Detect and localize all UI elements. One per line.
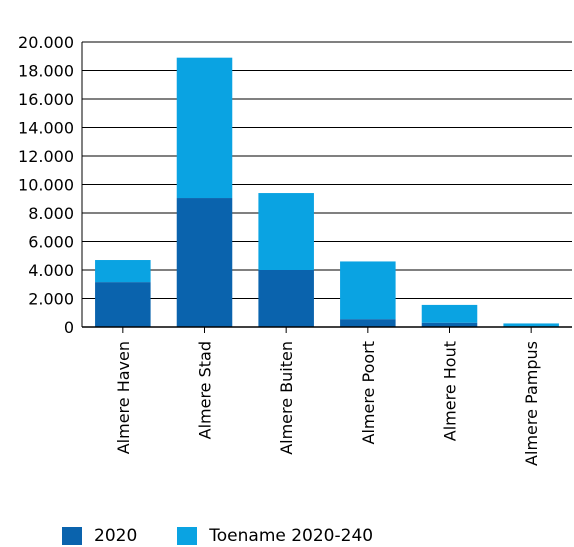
x-tick-label: Almere Stad xyxy=(196,341,215,439)
bar-toename-2 xyxy=(258,193,314,270)
y-tick-label: 2.000 xyxy=(28,290,74,309)
legend-swatch-toename xyxy=(177,527,198,545)
x-tick-labels: Almere Haven Almere Stad Almere Buiten Alme… xyxy=(114,341,541,466)
legend-swatch-2020 xyxy=(62,527,82,545)
y-tick-label: 16.000 xyxy=(18,90,74,109)
y-tick-label: 18.000 xyxy=(18,62,74,81)
bar-2020-4 xyxy=(421,322,478,327)
y-tick-label: 8.000 xyxy=(28,204,74,223)
x-tick-label: Almere Buiten xyxy=(277,341,296,455)
bar-2020-0 xyxy=(95,282,151,327)
legend-item-2020: 2020 xyxy=(62,526,137,546)
bar-2020-1 xyxy=(176,198,233,327)
bar-toename-1 xyxy=(176,57,233,199)
y-tick-labels: 0 2.000 4.000 6.000 8.000 10.000 12.000 14.000 1… xyxy=(18,33,74,337)
y-tick-label: 4.000 xyxy=(28,261,74,280)
y-tick-label: 10.000 xyxy=(18,176,74,195)
x-tick-label: Almere Poort xyxy=(359,341,378,444)
y-tick-label: 20.000 xyxy=(18,33,74,52)
y-tick-label: 14.000 xyxy=(18,119,74,138)
legend-label-toename: Toename 2020-240 xyxy=(209,526,374,546)
bar-toename-3 xyxy=(340,261,396,320)
axes xyxy=(81,42,572,333)
x-tick-label: Almere Pampus xyxy=(522,341,541,466)
gridlines xyxy=(82,41,572,299)
x-tick-label: Almere Hout xyxy=(441,341,460,441)
bar-2020-3 xyxy=(340,319,396,327)
x-tick-label: Almere Haven xyxy=(114,341,133,454)
y-tick-label: 12.000 xyxy=(18,147,74,166)
bars xyxy=(95,57,559,327)
bar-toename-4 xyxy=(421,304,478,323)
y-tick-label: 0 xyxy=(64,318,74,337)
bar-2020-2 xyxy=(258,270,314,327)
legend-label-2020: 2020 xyxy=(94,526,138,546)
bar-toename-5 xyxy=(503,323,559,327)
legend-item-toename: Toename 2020-240 xyxy=(177,526,373,546)
legend: 2020 Toename 2020-240 xyxy=(62,526,413,546)
y-tick-label: 6.000 xyxy=(28,233,74,252)
bar-toename-0 xyxy=(95,260,151,283)
